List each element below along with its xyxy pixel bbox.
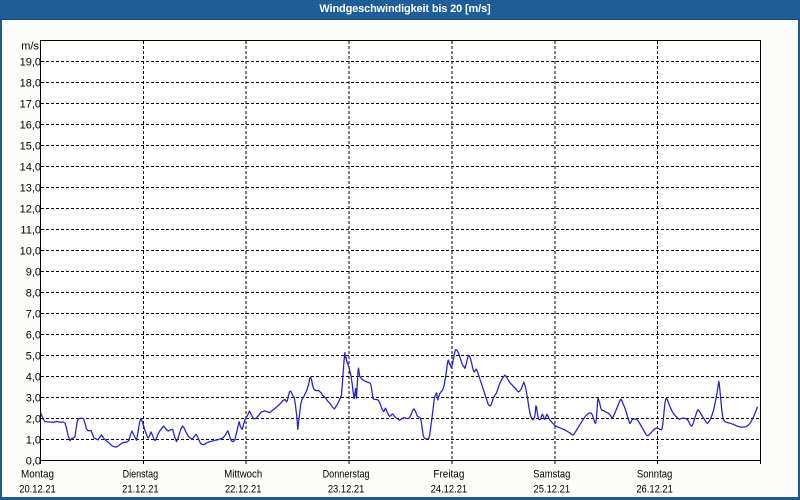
svg-text:24.12.21: 24.12.21 — [431, 484, 468, 496]
svg-text:Dienstag: Dienstag — [123, 469, 159, 481]
svg-text:11,0: 11,0 — [20, 225, 41, 237]
svg-text:Sonntag: Sonntag — [637, 469, 673, 481]
svg-text:17,0: 17,0 — [20, 99, 41, 111]
svg-text:10,0: 10,0 — [20, 246, 41, 258]
svg-text:1,0: 1,0 — [26, 435, 41, 447]
svg-text:12,0: 12,0 — [20, 204, 41, 216]
svg-text:5,0: 5,0 — [26, 351, 41, 363]
svg-text:Samstag: Samstag — [533, 469, 570, 481]
svg-text:15,0: 15,0 — [20, 141, 41, 153]
svg-text:16,0: 16,0 — [20, 120, 41, 132]
svg-text:25.12.21: 25.12.21 — [534, 484, 571, 496]
svg-text:4,0: 4,0 — [26, 372, 41, 384]
svg-text:14,0: 14,0 — [20, 162, 41, 174]
svg-text:7,0: 7,0 — [26, 309, 41, 321]
svg-text:6,0: 6,0 — [26, 330, 41, 342]
svg-text:0,0: 0,0 — [26, 456, 41, 468]
svg-text:Donnerstag: Donnerstag — [323, 469, 370, 481]
svg-text:Montag: Montag — [21, 469, 54, 481]
svg-text:13,0: 13,0 — [20, 183, 41, 195]
svg-text:19,0: 19,0 — [20, 57, 41, 69]
svg-text:Mittwoch: Mittwoch — [224, 469, 262, 481]
svg-text:20.12.21: 20.12.21 — [19, 484, 56, 496]
svg-text:22.12.21: 22.12.21 — [225, 484, 262, 496]
svg-text:18,0: 18,0 — [20, 78, 41, 90]
svg-text:3,0: 3,0 — [26, 393, 41, 405]
svg-text:9,0: 9,0 — [26, 267, 41, 279]
svg-text:m/s: m/s — [21, 41, 39, 53]
svg-text:Freitag: Freitag — [433, 469, 464, 481]
svg-text:21.12.21: 21.12.21 — [122, 484, 159, 496]
svg-text:8,0: 8,0 — [26, 288, 41, 300]
svg-text:2,0: 2,0 — [26, 414, 41, 426]
svg-text:23.12.21: 23.12.21 — [328, 484, 365, 496]
svg-text:26.12.21: 26.12.21 — [636, 484, 673, 496]
